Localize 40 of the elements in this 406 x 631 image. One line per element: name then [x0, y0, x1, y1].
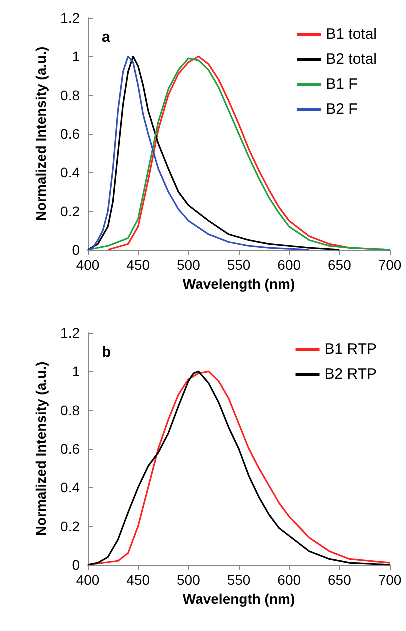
x-tick-label: 550: [227, 257, 251, 273]
annotation: a: [102, 29, 111, 46]
x-tick-label: 450: [126, 572, 150, 588]
x-tick-label: 450: [126, 257, 150, 273]
y-tick-label: 0.8: [60, 402, 80, 418]
legend-label: B2 RTP: [324, 366, 378, 383]
x-axis-title: Wavelength (nm): [182, 276, 296, 292]
y-tick-label: 0.4: [60, 164, 80, 181]
annotation: b: [102, 344, 112, 361]
x-tick-label: 700: [378, 572, 402, 588]
x-tick-label: 700: [378, 257, 402, 273]
y-axis-title: Normalized Intensity (a.u.): [33, 362, 49, 536]
y-tick-label: 1.2: [60, 10, 80, 26]
legend-label: B1 F: [326, 76, 358, 93]
y-axis-title: Normalized Intensity (a.u.): [33, 46, 49, 222]
y-tick-label: 1: [72, 48, 80, 65]
x-tick-label: 400: [76, 257, 100, 273]
x-tick-label: 650: [328, 572, 352, 588]
x-tick-label: 500: [176, 257, 201, 273]
x-axis-title: Wavelength (nm): [182, 590, 296, 607]
y-tick-label: 0.6: [60, 441, 80, 457]
y-tick-label: 0: [72, 557, 80, 573]
y-tick-label: 0.2: [60, 518, 80, 534]
x-tick-label: 600: [278, 572, 302, 588]
y-tick-label: 0.8: [60, 87, 80, 104]
legend-label: B2 F: [326, 101, 358, 118]
y-tick-label: 1: [72, 364, 80, 380]
y-tick-label: 1.2: [60, 325, 80, 341]
y-tick-label: 0.4: [60, 480, 80, 496]
legend-label: B1 RTP: [324, 341, 378, 358]
x-tick-label: 550: [227, 572, 251, 588]
x-tick-label: 500: [176, 572, 201, 588]
x-tick-label: 400: [76, 572, 100, 588]
x-tick-label: 600: [278, 257, 302, 273]
y-tick-label: 0.2: [60, 203, 80, 220]
legend-label: B1 total: [326, 26, 378, 43]
legend-label: B2 total: [326, 51, 378, 68]
x-tick-label: 650: [328, 257, 352, 273]
y-tick-label: 0: [72, 242, 80, 258]
y-tick-label: 0.6: [60, 126, 80, 142]
